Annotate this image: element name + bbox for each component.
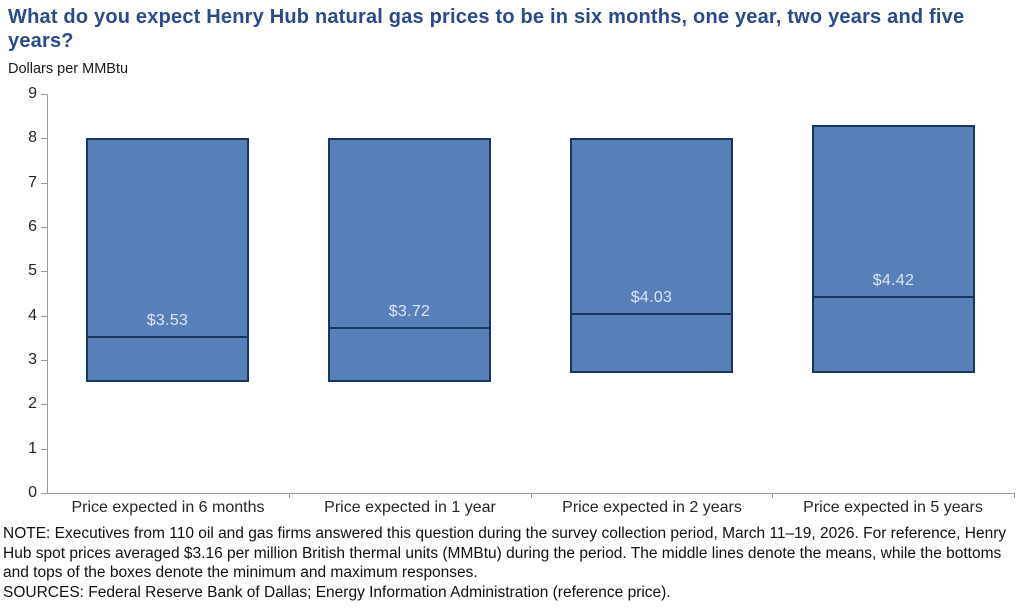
y-axis-tick: [41, 182, 47, 184]
y-axis-tick: [41, 94, 47, 95]
y-axis-tick: [41, 360, 47, 361]
x-axis-category-label: Price expected in 2 years: [562, 499, 742, 516]
y-axis-tick: [41, 138, 47, 140]
mean-line: [328, 327, 491, 329]
x-axis-category-label: Price expected in 1 year: [324, 499, 496, 516]
range-bar: [570, 138, 733, 373]
y-axis-tick-label: 2: [28, 395, 37, 413]
y-axis-tick: [41, 315, 47, 317]
figure-notes: NOTE: Executives from 110 oil and gas fi…: [3, 524, 1021, 602]
y-axis-line: [47, 94, 48, 493]
y-axis-tick-label: 5: [28, 262, 37, 280]
y-axis-tick: [41, 448, 47, 450]
y-axis-tick-label: 9: [28, 85, 37, 102]
y-axis-tick-label: 0: [28, 484, 37, 501]
y-axis-tick-label: 4: [28, 306, 37, 324]
note-text: NOTE: Executives from 110 oil and gas fi…: [3, 525, 1007, 581]
x-axis-tick: [531, 493, 532, 498]
mean-value-label: $4.03: [630, 289, 673, 306]
y-axis-tick-label: 6: [28, 218, 37, 235]
mean-line: [86, 336, 249, 338]
y-axis-tick-label: 1: [28, 439, 37, 457]
x-axis-tick: [289, 493, 290, 498]
x-axis-category-label: Price expected in 6 months: [71, 499, 265, 516]
y-axis-tick-label: 8: [28, 129, 37, 147]
x-axis-line: [47, 493, 1014, 494]
y-axis-tick: [41, 493, 47, 494]
range-bar: [328, 138, 491, 382]
x-axis-category-label: Price expected in 5 years: [803, 499, 983, 516]
mean-line: [812, 296, 975, 298]
mean-value-label: $3.72: [388, 303, 431, 320]
y-axis-tick-label: 7: [28, 173, 37, 191]
x-axis-tick: [772, 493, 773, 498]
mean-value-label: $4.42: [872, 272, 915, 289]
y-axis-units-label: Dollars per MMBtu: [8, 61, 129, 77]
y-axis-tick: [41, 404, 47, 406]
mean-line: [570, 313, 733, 315]
range-bar: [86, 138, 249, 382]
y-axis-tick-label: 3: [28, 351, 37, 368]
y-axis-tick: [41, 271, 47, 273]
x-axis-tick: [1014, 493, 1015, 498]
mean-value-label: $3.53: [146, 312, 189, 329]
y-axis-tick: [41, 227, 47, 228]
range-bar: [812, 125, 975, 373]
sources-text: SOURCES: Federal Reserve Bank of Dallas;…: [3, 583, 671, 601]
chart-title: What do you expect Henry Hub natural gas…: [8, 6, 965, 52]
